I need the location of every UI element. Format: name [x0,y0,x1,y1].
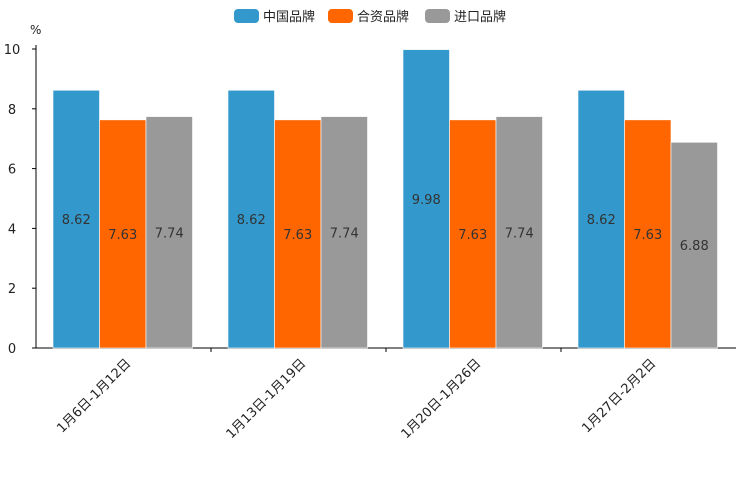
bar [402,49,450,349]
data-label: 7.74 [505,226,534,241]
y-tick-label: 2 [8,282,16,297]
legend-swatch [328,9,353,23]
y-axis-unit-label: % [30,23,41,37]
bar [495,116,543,349]
bar [670,141,718,349]
bars [52,49,718,349]
legend-label: 进口品牌 [454,9,506,25]
x-tick-label: 1月27日-2月2日 [579,356,659,436]
bar [274,119,322,349]
y-tick-label: 4 [8,222,16,237]
legend-swatch [425,9,450,23]
data-label: 7.63 [108,228,137,243]
y-tick-label: 0 [8,342,16,357]
bar [145,116,193,349]
y-tick-label: 10 [4,43,21,58]
legend: 中国品牌 合资品牌 进口品牌 [234,9,506,25]
data-label: 9.98 [412,193,441,208]
data-label: 7.74 [330,226,359,241]
data-label: 8.62 [62,213,91,228]
data-label: 8.62 [237,213,266,228]
x-tick-label: 1月13日-1月19日 [224,356,310,442]
legend-swatch [234,9,259,23]
bar [320,116,368,349]
bar [227,89,275,349]
x-tick-label: 1月20日-1月26日 [399,356,485,442]
bar [52,89,100,349]
bar [449,119,497,349]
bar [577,89,625,349]
y-tick-label: 8 [8,103,16,118]
data-label: 8.62 [587,213,616,228]
x-tick-label: 1月6日-1月12日 [54,356,134,436]
data-label: 7.63 [283,228,312,243]
legend-label: 合资品牌 [357,9,409,25]
data-label: 7.63 [458,228,487,243]
data-label: 6.88 [680,239,709,254]
data-label: 7.74 [155,226,184,241]
bar [99,119,147,349]
y-tick-label: 6 [8,163,16,178]
data-labels: 8.62 8.62 9.98 8.62 7.63 7.63 7.63 7.63 7.74 7.74… [62,193,709,254]
legend-label: 中国品牌 [263,9,315,25]
data-label: 7.63 [633,228,662,243]
